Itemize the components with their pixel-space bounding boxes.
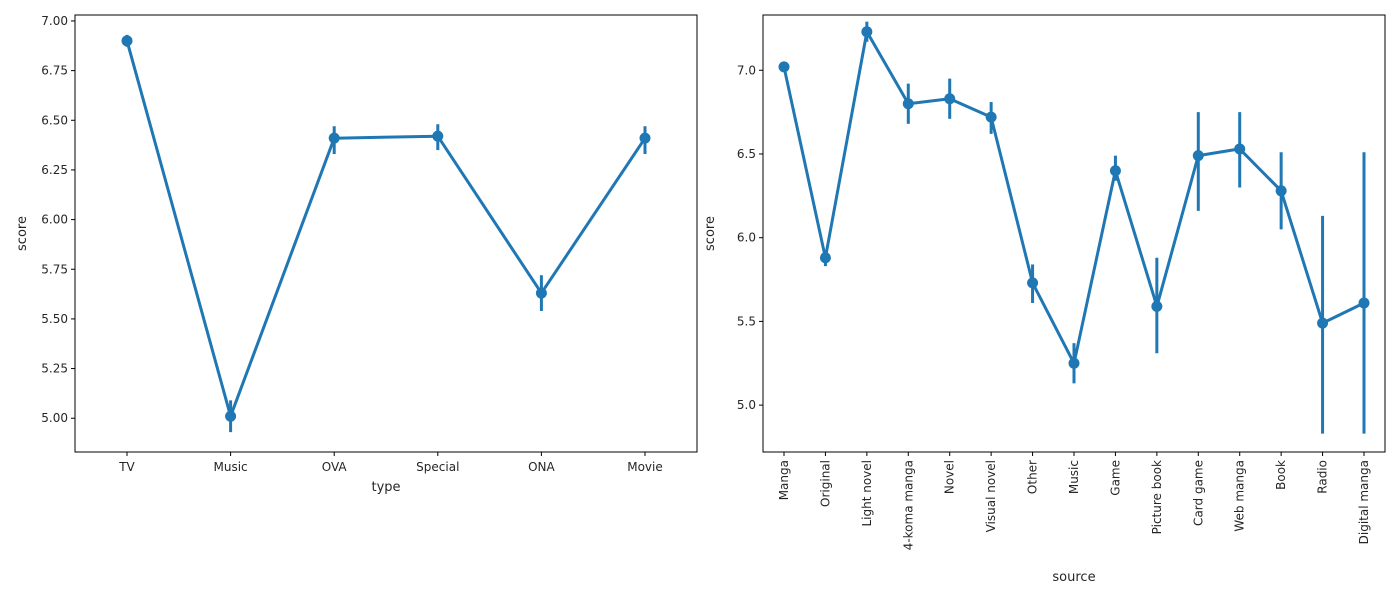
data-point: [778, 61, 790, 73]
x-tick-label: Web manga: [1233, 460, 1247, 532]
x-tick-label: Light novel: [860, 460, 874, 527]
x-tick-label: Music: [1067, 460, 1081, 494]
data-point: [1027, 277, 1039, 289]
x-tick-label: Other: [1026, 460, 1040, 494]
data-point: [1317, 317, 1329, 329]
panel-source-chart: 5.0 5.5 6.0 6.5 7.0 Manga Original Light novel 4…: [703, 14, 1386, 585]
panel-type-chart: 5.00 5.25 5.50 5.75 6.00 6.25 6.50 6.75 7.00 TV Mu…: [15, 14, 698, 495]
y-tick-label: 5.50: [41, 312, 68, 326]
x-tick-label: Picture book: [1150, 460, 1164, 534]
data-point: [1151, 300, 1163, 312]
x-tick-label: Book: [1274, 460, 1288, 490]
series-line: [125, 40, 647, 418]
data-point: [432, 130, 444, 142]
x-tick-label: 4-koma manga: [901, 460, 915, 550]
y-axis-label: score: [703, 216, 718, 251]
y-tick-label: 6.00: [41, 213, 68, 227]
y-tick-label: 6.5: [737, 147, 756, 161]
data-point: [225, 410, 237, 422]
data-point: [1068, 357, 1080, 369]
data-point: [1275, 185, 1287, 197]
x-tick-label: TV: [118, 460, 135, 474]
data-point: [944, 93, 956, 105]
data-point: [902, 98, 914, 110]
y-tick-label: 6.25: [41, 163, 68, 177]
data-point: [985, 111, 997, 123]
x-tick-label: Card game: [1191, 460, 1205, 526]
data-point: [121, 35, 133, 47]
data-point: [535, 287, 547, 299]
axes-frame: [74, 14, 698, 453]
x-axis-label: source: [1052, 570, 1095, 585]
y-tick-label: 5.00: [41, 411, 68, 425]
y-tick-label: 6.75: [41, 64, 68, 78]
y-tick-label: 6.50: [41, 113, 68, 127]
x-tick-label: Music: [214, 460, 248, 474]
x-tick-label: ONA: [528, 460, 555, 474]
data-point: [819, 252, 831, 264]
x-tick-label: Visual novel: [984, 460, 998, 532]
x-tick-label: Special: [416, 460, 459, 474]
y-axis-label: score: [15, 216, 30, 251]
data-point: [1192, 150, 1204, 162]
x-tick-label: Game: [1108, 460, 1122, 496]
axes-frame: [762, 14, 1386, 453]
data-point: [328, 132, 340, 144]
y-tick-label: 5.75: [41, 262, 68, 276]
y-tick-label: 5.0: [737, 398, 756, 412]
x-tick-label: Digital manga: [1357, 460, 1371, 544]
data-point: [1358, 297, 1370, 309]
data-point: [639, 132, 651, 144]
x-tick-label: Manga: [777, 460, 791, 500]
x-tick-label: OVA: [322, 460, 348, 474]
x-tick-label: Movie: [627, 460, 663, 474]
x-axis-label: type: [371, 480, 400, 495]
data-point: [1109, 165, 1121, 177]
data-point: [1234, 143, 1246, 155]
x-tick-label: Original: [818, 460, 832, 507]
y-tick-label: 6.0: [737, 231, 756, 245]
data-point: [861, 26, 873, 38]
y-tick-label: 5.5: [737, 314, 756, 328]
y-tick-label: 5.25: [41, 362, 68, 376]
y-tick-label: 7.00: [41, 14, 68, 28]
x-tick-label: Novel: [943, 460, 957, 494]
y-tick-label: 7.0: [737, 63, 756, 77]
x-tick-label: Radio: [1316, 460, 1330, 494]
